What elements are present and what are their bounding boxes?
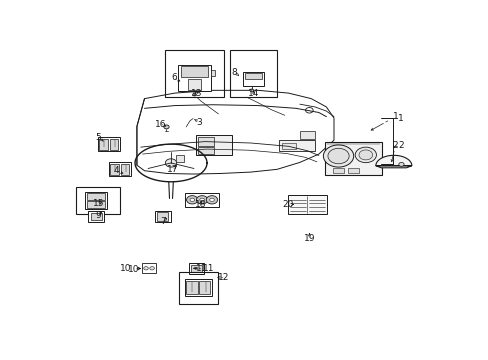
Circle shape [196,195,207,204]
Bar [178,65,210,91]
Bar [87,193,105,200]
Text: 4: 4 [113,166,119,175]
Text: 10: 10 [128,265,140,274]
Bar [187,79,201,90]
Bar [109,139,118,150]
Bar [184,279,211,296]
Text: 20: 20 [282,200,294,209]
Bar [87,201,105,208]
Bar [244,73,262,79]
Bar [110,164,119,175]
Circle shape [149,267,154,270]
Circle shape [327,148,348,164]
Bar [195,135,231,156]
Text: 2: 2 [398,141,403,150]
Circle shape [209,198,214,202]
Bar [281,143,295,149]
Text: 17: 17 [167,165,178,174]
Bar [287,195,326,214]
Bar [90,213,102,220]
Circle shape [163,125,169,129]
Circle shape [249,89,253,92]
Text: 7: 7 [160,217,165,226]
Circle shape [200,198,204,202]
Bar [325,142,381,175]
Bar [178,272,218,304]
Bar [142,264,156,273]
Bar [332,168,344,173]
Bar [191,265,202,272]
Polygon shape [375,155,411,168]
Circle shape [186,195,198,204]
Circle shape [165,159,176,167]
Text: 18: 18 [194,200,206,209]
Text: 10: 10 [120,264,131,273]
Bar [198,138,214,146]
Text: 9: 9 [95,211,101,220]
Text: 1: 1 [398,113,404,122]
Circle shape [323,145,353,167]
Bar [181,66,208,77]
Bar [157,212,168,221]
Bar [198,147,214,154]
Circle shape [189,198,194,202]
Text: 11: 11 [196,264,207,273]
Bar [121,164,129,175]
Circle shape [192,93,196,96]
Circle shape [358,150,372,160]
Bar [347,168,359,173]
Bar [210,70,215,76]
Text: 3: 3 [196,118,202,127]
Text: 13: 13 [191,89,202,98]
Text: 8: 8 [231,68,237,77]
Circle shape [143,267,148,270]
Bar [154,211,170,222]
Bar [98,138,120,151]
Text: 14: 14 [247,89,259,98]
Circle shape [305,108,312,113]
Text: 1: 1 [392,112,397,121]
Bar [165,50,224,97]
Text: 2: 2 [392,141,397,150]
Circle shape [206,195,217,204]
Bar [229,50,277,97]
Circle shape [354,147,376,163]
Bar [243,72,264,86]
Circle shape [398,162,403,166]
Text: 11: 11 [203,264,214,273]
Bar [199,281,210,294]
Text: 6: 6 [171,73,177,82]
Bar [186,281,197,294]
Text: 12: 12 [217,273,228,282]
Bar [299,131,314,139]
Bar [85,192,107,209]
Bar [189,263,204,274]
Text: 5: 5 [95,133,101,142]
Bar [176,156,183,162]
Bar [99,139,108,150]
Text: 16: 16 [154,120,166,129]
Bar [109,162,131,176]
Polygon shape [137,90,333,174]
Text: 15: 15 [92,199,104,208]
Text: 19: 19 [303,234,314,243]
Bar [185,193,218,207]
Bar [76,187,120,214]
Bar [279,140,314,151]
Bar [88,211,104,222]
